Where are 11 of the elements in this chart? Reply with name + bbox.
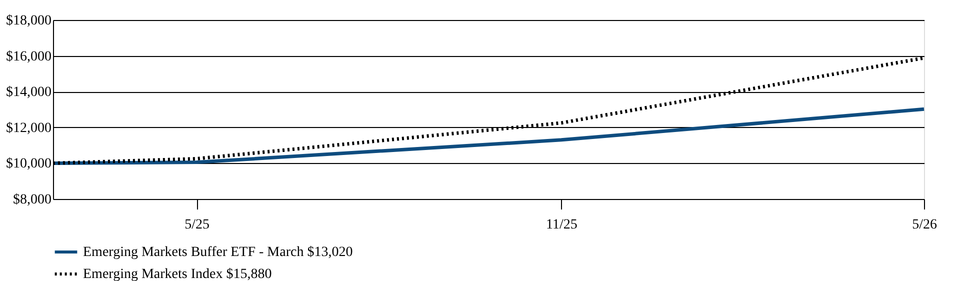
y-tick-label: $10,000 — [6, 156, 52, 172]
legend-label: Emerging Markets Index $15,880 — [83, 267, 272, 281]
x-tick-label: 5/26 — [912, 218, 937, 232]
y-tick-label: $8,000 — [13, 192, 52, 208]
y-tick-label: $14,000 — [6, 85, 52, 100]
x-tick-label: 5/25 — [184, 218, 210, 232]
y-tick-label: $18,000 — [6, 14, 52, 28]
y-tick-label: $16,000 — [6, 49, 52, 64]
x-tick-label: 11/25 — [546, 218, 578, 232]
y-tick-label: $12,000 — [6, 120, 52, 136]
legend-label: Emerging Markets Buffer ETF - March $13,020 — [83, 245, 353, 260]
